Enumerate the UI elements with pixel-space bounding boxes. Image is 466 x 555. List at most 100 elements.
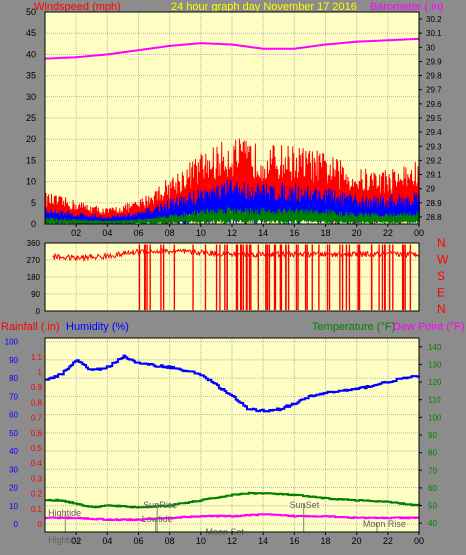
wind-tick-label: 45: [26, 28, 36, 38]
baro-tick-label: 28.9: [426, 199, 442, 208]
wind-tick-label: 40: [26, 49, 36, 59]
temp-tick-label: 100: [428, 413, 442, 422]
x-tick-label: 14: [258, 228, 268, 238]
baro-tick-label: 30.1: [426, 29, 442, 38]
direction-letter: W: [437, 253, 449, 267]
temp-tick-label: 110: [428, 396, 441, 405]
baro-tick-label: 29.5: [426, 114, 442, 123]
windspeed-axis-label: Windspeed (mph): [34, 1, 121, 13]
x-tick-label: 00: [414, 536, 424, 546]
x-tick-label: 06: [133, 228, 143, 238]
temperature-axes: 010203040506070809010000.10.20.30.40.50.…: [5, 337, 442, 546]
wind-tick-label: 30: [26, 92, 36, 102]
x-tick-label: 14: [258, 536, 268, 546]
baro-tick-label: 28.8: [426, 213, 442, 222]
wind-gust-line: [44, 138, 420, 225]
wind-average-line: [44, 180, 420, 225]
temperature-axis-label: Temperature (°F): [312, 321, 395, 333]
baro-tick-label: 29: [426, 185, 435, 194]
temp-tick-label: 70: [428, 466, 437, 475]
humidity-tick-label: 20: [9, 484, 18, 493]
rain-tick-label: 0.7: [31, 414, 43, 423]
humidity-temperature-series: [45, 354, 420, 522]
baro-tick-label: 29.7: [426, 86, 442, 95]
direction-letter: N: [437, 302, 446, 316]
humidity-line: [45, 354, 420, 413]
direction-letter: N: [437, 236, 446, 250]
baro-tick-label: 29.2: [426, 156, 442, 165]
humidity-tick-label: 100: [5, 338, 19, 347]
barometer-axis-label: Barometer (.in): [370, 1, 443, 13]
temp-tick-label: 50: [428, 502, 437, 511]
wind-tick-label: 10: [26, 177, 36, 187]
wind-axes: 0 5 10 15 20 25 30 35 40 45 50 28.8 28.9 29 29.1 29.2 29…: [26, 7, 442, 238]
temperature-line: [45, 491, 420, 509]
event-hightide-2-label: Hightide: [48, 535, 81, 545]
humidity-tick-label: 60: [9, 411, 18, 420]
wind-tick-label: 35: [26, 71, 36, 81]
x-tick-label: 22: [383, 228, 393, 238]
rain-tick-label: 0.5: [31, 444, 43, 453]
graph-title: 24 hour graph day November 17 2016: [171, 1, 357, 13]
barometer-line: [44, 37, 420, 60]
x-tick-label: 12: [227, 536, 237, 546]
wind-tick-label: 5: [31, 198, 36, 208]
humidity-tick-label: 80: [9, 374, 18, 383]
temp-tick-label: 130: [428, 360, 442, 369]
x-tick-label: 22: [383, 536, 393, 546]
rain-tick-label: 1: [38, 368, 43, 377]
rain-tick-label: 0.3: [31, 474, 43, 483]
direction-tick-label: 180: [27, 273, 41, 282]
rain-tick-label: 1.1: [31, 353, 43, 362]
x-tick-label: 04: [102, 228, 112, 238]
humidity-tick-label: 40: [9, 447, 18, 456]
x-tick-label: 18: [320, 228, 330, 238]
humidity-tick-label: 30: [9, 465, 18, 474]
direction-axes: 0 90 180 270 360: [27, 239, 420, 316]
event-lowtide-label: Lowtide: [142, 514, 173, 524]
x-tick-label: 02: [71, 228, 81, 238]
wind-tick-label: 0: [31, 219, 36, 229]
baro-tick-label: 29.1: [426, 171, 442, 180]
baro-tick-label: 29.9: [426, 57, 442, 66]
wind-tick-label: 50: [26, 7, 36, 17]
x-tick-label: 10: [196, 228, 206, 238]
direction-tick-label: 0: [36, 307, 41, 316]
rain-tick-label: 0.4: [31, 459, 43, 468]
x-tick-label: 10: [196, 536, 206, 546]
event-moonrise-label: Moon Rise: [363, 519, 406, 529]
wind-series: [44, 138, 420, 225]
rain-tick-label: 0.1: [31, 505, 43, 514]
humidity-tick-label: 50: [9, 429, 18, 438]
baro-tick-label: 29.8: [426, 72, 442, 81]
event-sunset-label: SunSet: [290, 500, 320, 510]
barometer-series: [44, 37, 420, 60]
temp-tick-label: 80: [428, 449, 437, 458]
x-tick-label: 16: [289, 536, 299, 546]
rain-tick-label: 0.6: [31, 429, 43, 438]
temp-tick-label: 140: [428, 343, 442, 352]
direction-letter: E: [437, 286, 445, 300]
humidity-tick-label: 90: [9, 356, 18, 365]
x-tick-label: 06: [133, 536, 143, 546]
wind-tick-label: 25: [26, 113, 36, 123]
rain-tick-label: 0.2: [31, 490, 43, 499]
rain-tick-label: 0: [38, 520, 43, 529]
baro-tick-label: 30: [426, 43, 435, 52]
rain-tick-label: 0.9: [31, 383, 43, 392]
baro-tick-label: 30.2: [426, 15, 442, 24]
x-tick-label: 20: [352, 228, 362, 238]
direction-tick-label: 270: [27, 256, 41, 265]
wind-tick-label: 15: [26, 155, 36, 165]
direction-tick-label: 360: [27, 239, 41, 248]
temp-tick-label: 60: [428, 484, 437, 493]
temp-tick-label: 40: [428, 519, 437, 528]
event-sunrise-label: SunRise: [143, 500, 177, 510]
dewpoint-line: [45, 513, 420, 522]
x-tick-label: 20: [352, 536, 362, 546]
x-tick-label: 04: [102, 536, 112, 546]
baro-tick-label: 29.3: [426, 142, 442, 151]
x-tick-label: 00: [414, 228, 424, 238]
direction-letter: S: [437, 269, 445, 283]
